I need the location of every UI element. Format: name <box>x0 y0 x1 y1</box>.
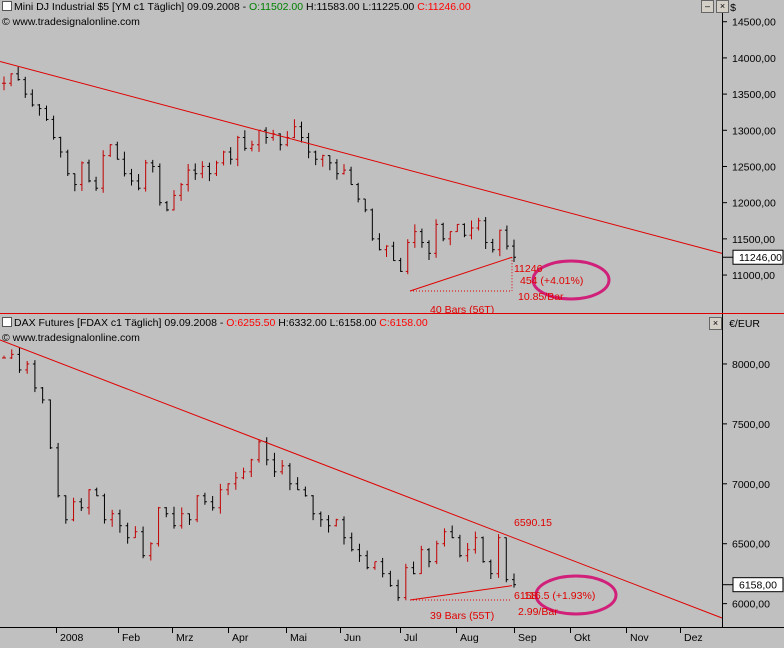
dow-annot-change: 454 (+4.01%) <box>520 275 583 287</box>
y-tick-label: 7500,00 <box>732 419 770 431</box>
dow-close: C:11246.00 <box>417 1 471 13</box>
dax-annot-rate: 2.99/Bar <box>518 606 558 618</box>
y-tick-label: 14500,00 <box>732 17 776 29</box>
y-tick-label: 6500,00 <box>732 539 770 551</box>
x-tick-label: Feb <box>122 632 141 644</box>
dow-last-price: 11246,00 <box>739 252 782 264</box>
dow-minimize-button[interactable]: – <box>701 0 714 13</box>
dax-trend-line <box>0 339 723 619</box>
dow-high: H:11583.00 <box>306 1 360 13</box>
dow-trend-line <box>0 61 723 254</box>
y-tick-label: 14000,00 <box>732 53 776 65</box>
x-tick-label: Nov <box>630 632 649 644</box>
x-tick-label: Okt <box>574 632 591 644</box>
dax-annot-price: 6158 <box>514 590 538 602</box>
y-tick-label: 11500,00 <box>732 234 775 246</box>
x-tick <box>118 628 119 633</box>
dax-open: O:6255.50 <box>226 317 276 329</box>
dow-copyright: © www.tradesignalonline.com <box>2 16 140 28</box>
y-tick-label: 8000,00 <box>732 359 770 371</box>
dax-copyright: © www.tradesignalonline.com <box>2 332 140 344</box>
dax-annot-bars: 39 Bars (55T) <box>430 610 494 622</box>
dow-swing-line <box>409 256 513 292</box>
dow-annot-price: 11246 <box>514 263 543 275</box>
x-tick <box>514 628 515 633</box>
x-tick <box>286 628 287 633</box>
x-tick-label: Mai <box>290 632 307 644</box>
y-tick-label: 11000,00 <box>732 270 775 282</box>
dax-annot-change: 116.5 (+1.93%) <box>524 590 595 602</box>
dow-open: O:11502.00 <box>249 1 304 13</box>
dow-title: Mini DJ Industrial $5 [YM c1 Täglich] 09… <box>14 1 250 13</box>
x-tick <box>228 628 229 633</box>
x-tick-label: Apr <box>232 632 249 644</box>
x-tick-label: Jun <box>344 632 361 644</box>
x-tick-label: Jul <box>404 632 418 644</box>
y-tick-label: 13000,00 <box>732 125 776 137</box>
x-tick <box>400 628 401 633</box>
x-tick <box>570 628 571 633</box>
x-tick-label: Aug <box>460 632 479 644</box>
y-tick-label: 12500,00 <box>732 161 776 173</box>
dow-unit: $ <box>730 2 736 14</box>
x-tick <box>340 628 341 633</box>
x-tick <box>56 628 57 633</box>
plot-area <box>0 314 722 628</box>
dow-annot-rate: 10.85/Bar <box>518 291 564 303</box>
dax-close: C:6158.00 <box>379 317 428 329</box>
dax-high: H:6332.00 <box>278 317 327 329</box>
dax-unit: €/EUR <box>729 318 760 330</box>
x-tick-label: Dez <box>684 632 703 644</box>
dow-annot-bars: 40 Bars (56T) <box>430 304 494 314</box>
x-tick <box>456 628 457 633</box>
dax-annot-level: 6590.15 <box>514 517 552 529</box>
dow-highlight-circle <box>531 259 611 301</box>
x-tick <box>626 628 627 633</box>
pane-icon <box>2 1 12 11</box>
dow-chart-header: Mini DJ Industrial $5 [YM c1 Täglich] 09… <box>0 0 471 14</box>
dow-chart-svg[interactable]: 14500,00 14000,00 13500,00 13000,00 12500,00… <box>0 0 784 314</box>
dax-highlight-circle <box>534 574 618 616</box>
y-tick-label: 12000,00 <box>732 198 776 210</box>
dax-title: DAX Futures [FDAX c1 Täglich] 09.09.2008… <box>14 317 227 329</box>
dax-chart-header: DAX Futures [FDAX c1 Täglich] 09.09.2008… <box>0 316 428 330</box>
dow-close-button[interactable]: × <box>716 0 729 13</box>
y-tick-label: 13500,00 <box>732 89 776 101</box>
x-tick-label: Mrz <box>176 632 194 644</box>
dax-swing-line <box>409 585 513 601</box>
pane-icon <box>2 317 12 327</box>
x-tick-label: Sep <box>518 632 537 644</box>
dax-close-button[interactable]: × <box>709 317 722 330</box>
dax-last-price: 6158,00 <box>739 580 777 592</box>
x-tick-label: 2008 <box>60 632 84 644</box>
dax-chart-pane[interactable]: 8000,00 7500,00 7000,00 6500,00 6000,00 6158,… <box>0 314 784 628</box>
dow-chart-pane[interactable]: 14500,00 14000,00 13500,00 13000,00 12500,00… <box>0 0 784 314</box>
dow-low: L:11225.00 <box>362 1 415 13</box>
y-tick-label: 6000,00 <box>732 599 770 611</box>
x-tick <box>680 628 681 633</box>
x-tick <box>172 628 173 633</box>
dax-low: L:6158.00 <box>329 317 377 329</box>
dax-chart-svg[interactable]: 8000,00 7500,00 7000,00 6500,00 6000,00 6158,… <box>0 314 784 628</box>
y-tick-label: 7000,00 <box>732 479 770 491</box>
